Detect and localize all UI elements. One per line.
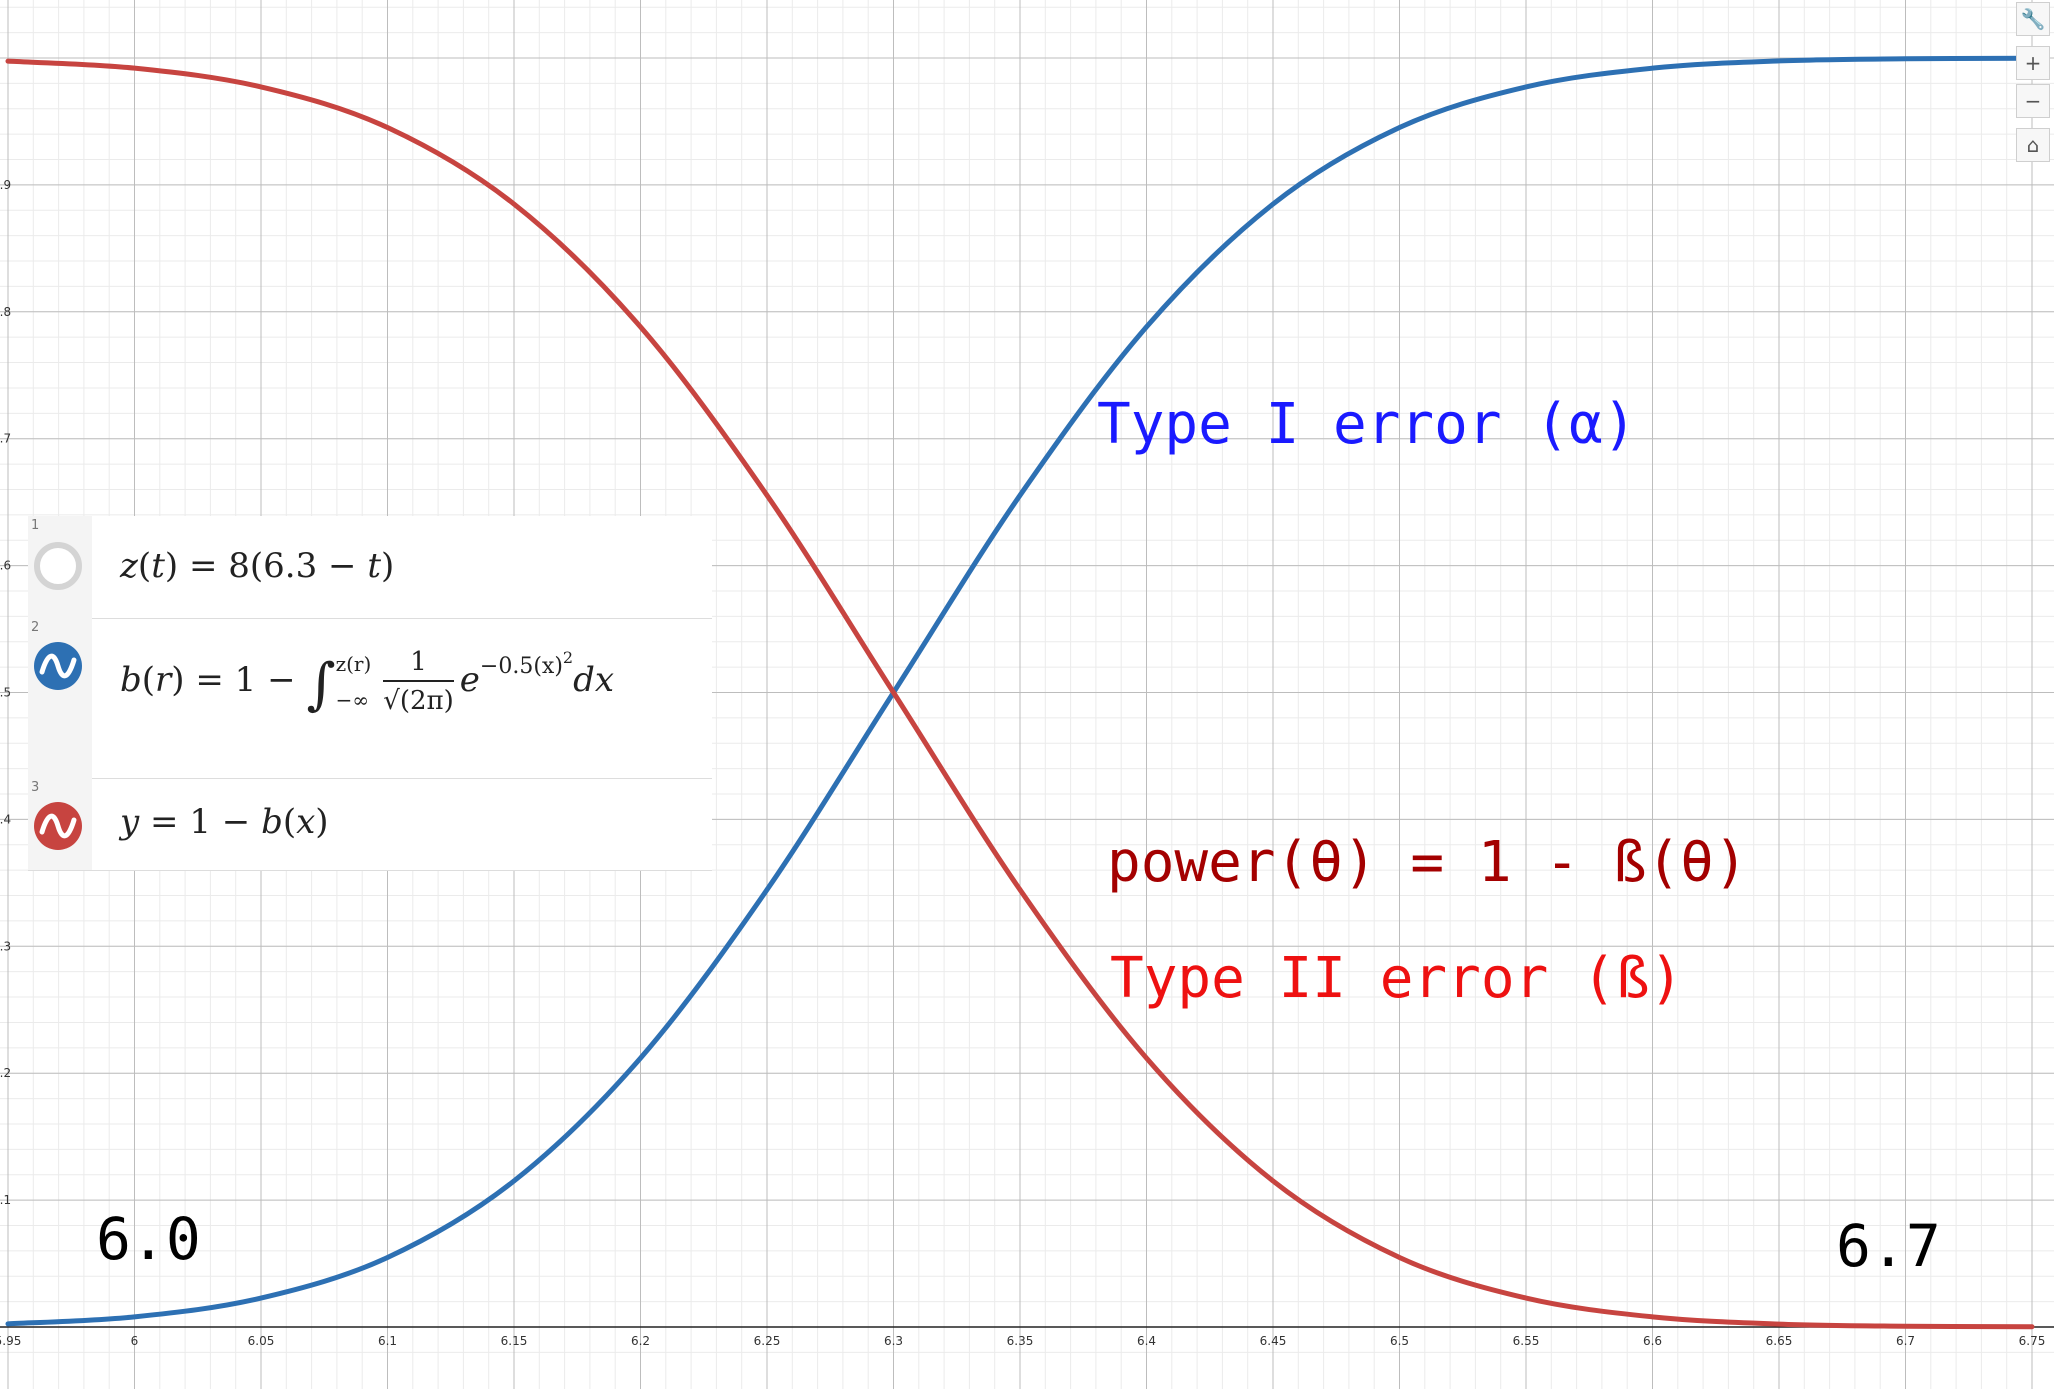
- zoom-in-button[interactable]: +: [2016, 46, 2050, 80]
- math-var: x: [296, 802, 316, 842]
- type-two-error-label: Type II error (ß): [1110, 946, 1684, 1011]
- x-tick-label: 6.3: [884, 1334, 903, 1348]
- fraction-numerator: 1: [383, 644, 454, 682]
- x-tick-label: 6.75: [2019, 1334, 2046, 1348]
- expression-math[interactable]: y = 1 − b(x): [120, 802, 329, 842]
- expression-list: 1 z(t) = 8(6.3 − t) 2 b(r) = 1 − ∫ z(r) −∞…: [28, 516, 712, 871]
- zoom-out-button[interactable]: −: [2016, 84, 2050, 118]
- y-tick-label: 0.5: [0, 686, 11, 700]
- math-close: ): [380, 546, 395, 586]
- power-label: power(θ) = 1 - ß(θ): [1107, 830, 1748, 895]
- x-tick-label: 6: [131, 1334, 139, 1348]
- math-var: t: [151, 546, 165, 586]
- x-tick-label: 6.7: [1896, 1334, 1915, 1348]
- expression-math[interactable]: b(r) = 1 − ∫ z(r) −∞ 1 √(2π) e−0.5(x)2dx: [120, 644, 614, 720]
- expression-gutter: 2: [28, 618, 92, 778]
- curve-one-minus-b: [5, 58, 2035, 1330]
- fraction: 1 √(2π): [383, 644, 454, 720]
- math-fn: z: [120, 546, 138, 586]
- math-var: r: [155, 660, 172, 700]
- integral-limits: z(r) −∞: [336, 646, 372, 718]
- start-value-label: 6.0: [96, 1205, 201, 1273]
- math-lhs: y: [120, 802, 140, 842]
- expression-index: 2: [31, 620, 40, 635]
- exponent-power: −0.5(x): [479, 654, 563, 679]
- y-tick-label: 0.4: [0, 812, 11, 826]
- x-tick-label: 6.55: [1513, 1334, 1540, 1348]
- curves: [5, 55, 2035, 1330]
- x-tick-labels: 5.95 6 6.05 6.1 6.15 6.2 6.25 6.3 6.35 6.4 6.45 6.5…: [0, 1334, 2045, 1348]
- differential: dx: [573, 660, 615, 700]
- expression-gutter: 3: [28, 778, 92, 870]
- y-tick-labels: 0.1 0.2 0.3 0.4 0.5 0.6 0.7 0.8 0.9: [0, 178, 11, 1207]
- blue-wave-icon[interactable]: [34, 642, 82, 690]
- expression-row-2[interactable]: 2 b(r) = 1 − ∫ z(r) −∞ 1 √(2π) e−0.5(x)2dx: [28, 618, 712, 779]
- x-tick-label: 6.05: [248, 1334, 275, 1348]
- expression-gutter: 1: [28, 516, 92, 618]
- y-tick-label: 0.3: [0, 939, 11, 953]
- math-rhs: = 1 −: [195, 660, 307, 700]
- math-fn: b: [261, 802, 283, 842]
- exponent-square: 2: [562, 648, 574, 667]
- type-one-error-label: Type I error (α): [1097, 392, 1637, 457]
- math-fn: b: [120, 660, 142, 700]
- y-tick-label: 0.6: [0, 559, 11, 573]
- expression-row-1[interactable]: 1 z(t) = 8(6.3 − t): [28, 516, 712, 619]
- math-rhs: = 8(6.3 −: [188, 546, 368, 586]
- x-tick-label: 6.65: [1766, 1334, 1793, 1348]
- lower-limit: −∞: [335, 688, 370, 712]
- y-tick-label: 0.2: [0, 1066, 11, 1080]
- red-wave-icon[interactable]: [34, 802, 82, 850]
- wrench-icon[interactable]: 🔧: [2016, 2, 2050, 36]
- x-tick-label: 6.45: [1260, 1334, 1287, 1348]
- expression-math[interactable]: z(t) = 8(6.3 − t): [120, 546, 395, 586]
- y-tick-label: 0.1: [0, 1193, 11, 1207]
- y-tick-label: 0.9: [0, 178, 11, 192]
- curve-b: [5, 55, 2035, 1327]
- hidden-circle-icon[interactable]: [34, 542, 82, 590]
- exponent: −0.5(x)2: [479, 648, 573, 679]
- x-tick-label: 6.4: [1137, 1334, 1156, 1348]
- fraction-denominator: √(2π): [383, 686, 454, 716]
- expression-row-3[interactable]: 3 y = 1 − b(x): [28, 778, 712, 870]
- x-tick-label: 6.15: [501, 1334, 528, 1348]
- x-tick-label: 6.25: [754, 1334, 781, 1348]
- y-tick-label: 0.7: [0, 432, 11, 446]
- x-tick-label: 6.6: [1643, 1334, 1662, 1348]
- end-value-label: 6.7: [1836, 1212, 1941, 1280]
- expression-index: 1: [31, 518, 40, 533]
- upper-limit: z(r): [335, 652, 372, 676]
- x-tick-label: 6.2: [631, 1334, 650, 1348]
- x-tick-label: 6.35: [1007, 1334, 1034, 1348]
- x-tick-label: 6.5: [1390, 1334, 1409, 1348]
- math-rhs: = 1 −: [150, 802, 262, 842]
- integral-sign: ∫: [306, 652, 336, 717]
- home-icon[interactable]: ⌂: [2016, 128, 2050, 162]
- y-tick-label: 0.8: [0, 305, 11, 319]
- x-tick-label: 5.95: [0, 1334, 21, 1348]
- math-var: t: [367, 546, 381, 586]
- x-tick-label: 6.1: [378, 1334, 397, 1348]
- expression-index: 3: [31, 780, 40, 795]
- exp-base: e: [459, 660, 480, 700]
- math-close: ): [315, 802, 329, 842]
